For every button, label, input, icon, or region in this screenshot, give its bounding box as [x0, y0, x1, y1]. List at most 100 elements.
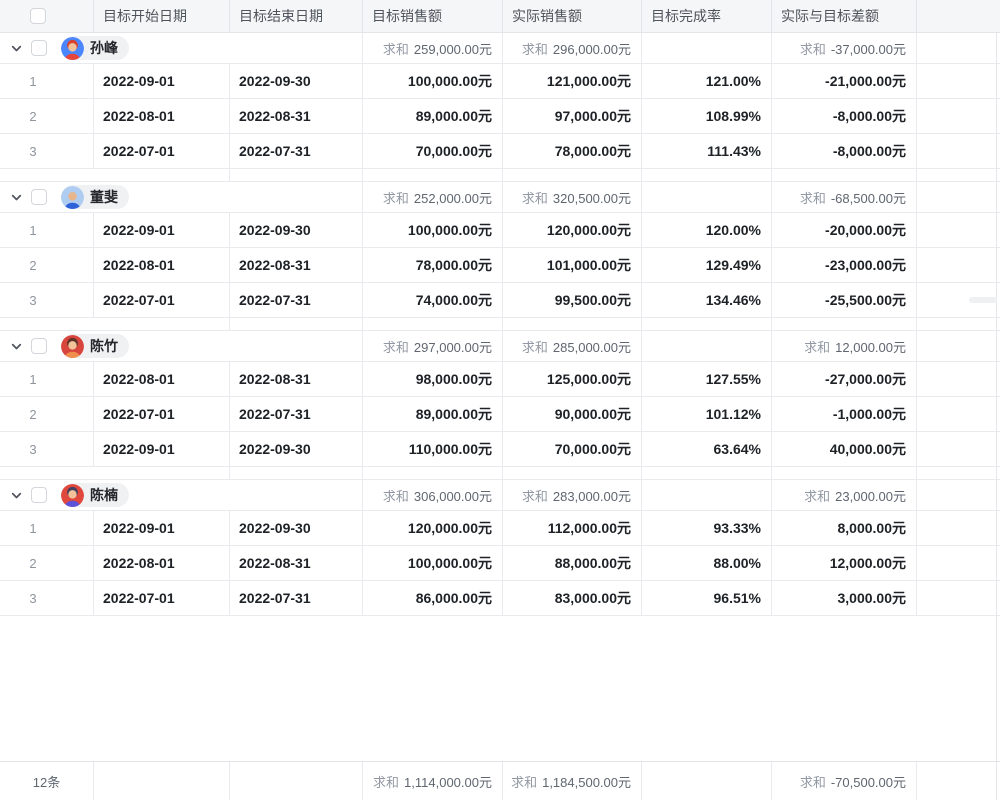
cell-target-sales[interactable]: 89,000.00元 [363, 99, 503, 133]
cell-start-date[interactable]: 2022-09-01 [94, 213, 230, 247]
column-header-actual-sales[interactable]: 实际销售额 [503, 0, 642, 32]
cell-diff[interactable]: 40,000.00元 [772, 432, 917, 466]
footer-sum-diff[interactable]: 求和 -70,500.00元 [772, 762, 917, 800]
cell-actual-sales[interactable]: 120,000.00元 [503, 213, 642, 247]
cell-end-date[interactable]: 2022-08-31 [230, 546, 363, 580]
cell-target-sales[interactable]: 70,000.00元 [363, 134, 503, 168]
cell-start-date[interactable]: 2022-07-01 [94, 581, 230, 615]
row-number-cell[interactable]: 2 [0, 248, 94, 282]
cell-end-date[interactable]: 2022-09-30 [230, 511, 363, 545]
cell-end-date[interactable]: 2022-07-31 [230, 283, 363, 317]
cell-start-date[interactable]: 2022-07-01 [94, 134, 230, 168]
cell-actual-sales[interactable]: 70,000.00元 [503, 432, 642, 466]
cell-actual-sales[interactable]: 101,000.00元 [503, 248, 642, 282]
cell-end-date[interactable]: 2022-09-30 [230, 213, 363, 247]
cell-end-date[interactable]: 2022-08-31 [230, 248, 363, 282]
footer-sum-target[interactable]: 求和 1,114,000.00元 [363, 762, 503, 800]
cell-diff[interactable]: -8,000.00元 [772, 134, 917, 168]
cell-target-sales[interactable]: 110,000.00元 [363, 432, 503, 466]
cell-actual-sales[interactable]: 112,000.00元 [503, 511, 642, 545]
column-header-diff[interactable]: 实际与目标差额 [772, 0, 917, 32]
row-number-cell[interactable]: 1 [0, 511, 94, 545]
cell-target-sales[interactable]: 98,000.00元 [363, 362, 503, 396]
cell-target-sales[interactable]: 74,000.00元 [363, 283, 503, 317]
cell-diff[interactable]: -20,000.00元 [772, 213, 917, 247]
cell-start-date[interactable]: 2022-08-01 [94, 248, 230, 282]
footer-sum-actual[interactable]: 求和 1,184,500.00元 [503, 762, 642, 800]
chevron-down-icon[interactable] [10, 191, 23, 204]
cell-end-date[interactable]: 2022-07-31 [230, 397, 363, 431]
cell-start-date[interactable]: 2022-09-01 [94, 64, 230, 98]
cell-diff[interactable]: -25,500.00元 [772, 283, 917, 317]
column-header-end-date[interactable]: 目标结束日期 [230, 0, 363, 32]
cell-end-date[interactable]: 2022-07-31 [230, 134, 363, 168]
cell-actual-sales[interactable]: 83,000.00元 [503, 581, 642, 615]
cell-diff[interactable]: 8,000.00元 [772, 511, 917, 545]
cell-target-sales[interactable]: 78,000.00元 [363, 248, 503, 282]
footer-empty[interactable] [230, 762, 363, 800]
cell-end-date[interactable]: 2022-08-31 [230, 99, 363, 133]
select-all-checkbox[interactable] [30, 8, 46, 24]
cell-target-sales[interactable]: 100,000.00元 [363, 213, 503, 247]
column-header-start-date[interactable]: 目标开始日期 [94, 0, 230, 32]
chevron-down-icon[interactable] [10, 489, 23, 502]
footer-empty[interactable] [642, 762, 772, 800]
group-checkbox[interactable] [31, 40, 47, 56]
cell-completion-rate[interactable]: 129.49% [642, 248, 772, 282]
scrollbar-thumb[interactable] [969, 297, 997, 303]
row-number-cell[interactable]: 1 [0, 213, 94, 247]
column-header-target-sales[interactable]: 目标销售额 [363, 0, 503, 32]
cell-start-date[interactable]: 2022-08-01 [94, 99, 230, 133]
cell-completion-rate[interactable]: 121.00% [642, 64, 772, 98]
chevron-down-icon[interactable] [10, 42, 23, 55]
row-number-cell[interactable]: 3 [0, 134, 94, 168]
footer-empty[interactable] [94, 762, 230, 800]
row-number-cell[interactable]: 2 [0, 99, 94, 133]
cell-completion-rate[interactable]: 120.00% [642, 213, 772, 247]
cell-actual-sales[interactable]: 88,000.00元 [503, 546, 642, 580]
cell-target-sales[interactable]: 100,000.00元 [363, 546, 503, 580]
cell-diff[interactable]: 12,000.00元 [772, 546, 917, 580]
cell-target-sales[interactable]: 120,000.00元 [363, 511, 503, 545]
row-number-cell[interactable]: 1 [0, 362, 94, 396]
cell-target-sales[interactable]: 89,000.00元 [363, 397, 503, 431]
row-number-cell[interactable]: 3 [0, 432, 94, 466]
cell-diff[interactable]: -21,000.00元 [772, 64, 917, 98]
cell-end-date[interactable]: 2022-08-31 [230, 362, 363, 396]
cell-completion-rate[interactable]: 108.99% [642, 99, 772, 133]
person-tag[interactable]: 陈楠 [61, 483, 129, 507]
cell-diff[interactable]: -1,000.00元 [772, 397, 917, 431]
cell-start-date[interactable]: 2022-08-01 [94, 362, 230, 396]
row-number-cell[interactable]: 2 [0, 546, 94, 580]
cell-target-sales[interactable]: 86,000.00元 [363, 581, 503, 615]
cell-diff[interactable]: -27,000.00元 [772, 362, 917, 396]
row-number-cell[interactable]: 2 [0, 397, 94, 431]
cell-diff[interactable]: -8,000.00元 [772, 99, 917, 133]
cell-actual-sales[interactable]: 125,000.00元 [503, 362, 642, 396]
row-number-cell[interactable]: 3 [0, 581, 94, 615]
cell-actual-sales[interactable]: 90,000.00元 [503, 397, 642, 431]
cell-diff[interactable]: -23,000.00元 [772, 248, 917, 282]
row-number-cell[interactable]: 3 [0, 283, 94, 317]
cell-start-date[interactable]: 2022-08-01 [94, 546, 230, 580]
cell-completion-rate[interactable]: 96.51% [642, 581, 772, 615]
cell-completion-rate[interactable]: 111.43% [642, 134, 772, 168]
cell-actual-sales[interactable]: 99,500.00元 [503, 283, 642, 317]
cell-start-date[interactable]: 2022-07-01 [94, 283, 230, 317]
person-tag[interactable]: 孙峰 [61, 36, 129, 60]
cell-actual-sales[interactable]: 121,000.00元 [503, 64, 642, 98]
cell-completion-rate[interactable]: 63.64% [642, 432, 772, 466]
cell-target-sales[interactable]: 100,000.00元 [363, 64, 503, 98]
cell-diff[interactable]: 3,000.00元 [772, 581, 917, 615]
person-tag[interactable]: 董斐 [61, 185, 129, 209]
cell-completion-rate[interactable]: 93.33% [642, 511, 772, 545]
cell-actual-sales[interactable]: 78,000.00元 [503, 134, 642, 168]
cell-completion-rate[interactable]: 127.55% [642, 362, 772, 396]
chevron-down-icon[interactable] [10, 340, 23, 353]
cell-end-date[interactable]: 2022-07-31 [230, 581, 363, 615]
column-header-completion-rate[interactable]: 目标完成率 [642, 0, 772, 32]
cell-start-date[interactable]: 2022-09-01 [94, 432, 230, 466]
group-checkbox[interactable] [31, 189, 47, 205]
cell-start-date[interactable]: 2022-07-01 [94, 397, 230, 431]
group-checkbox[interactable] [31, 338, 47, 354]
